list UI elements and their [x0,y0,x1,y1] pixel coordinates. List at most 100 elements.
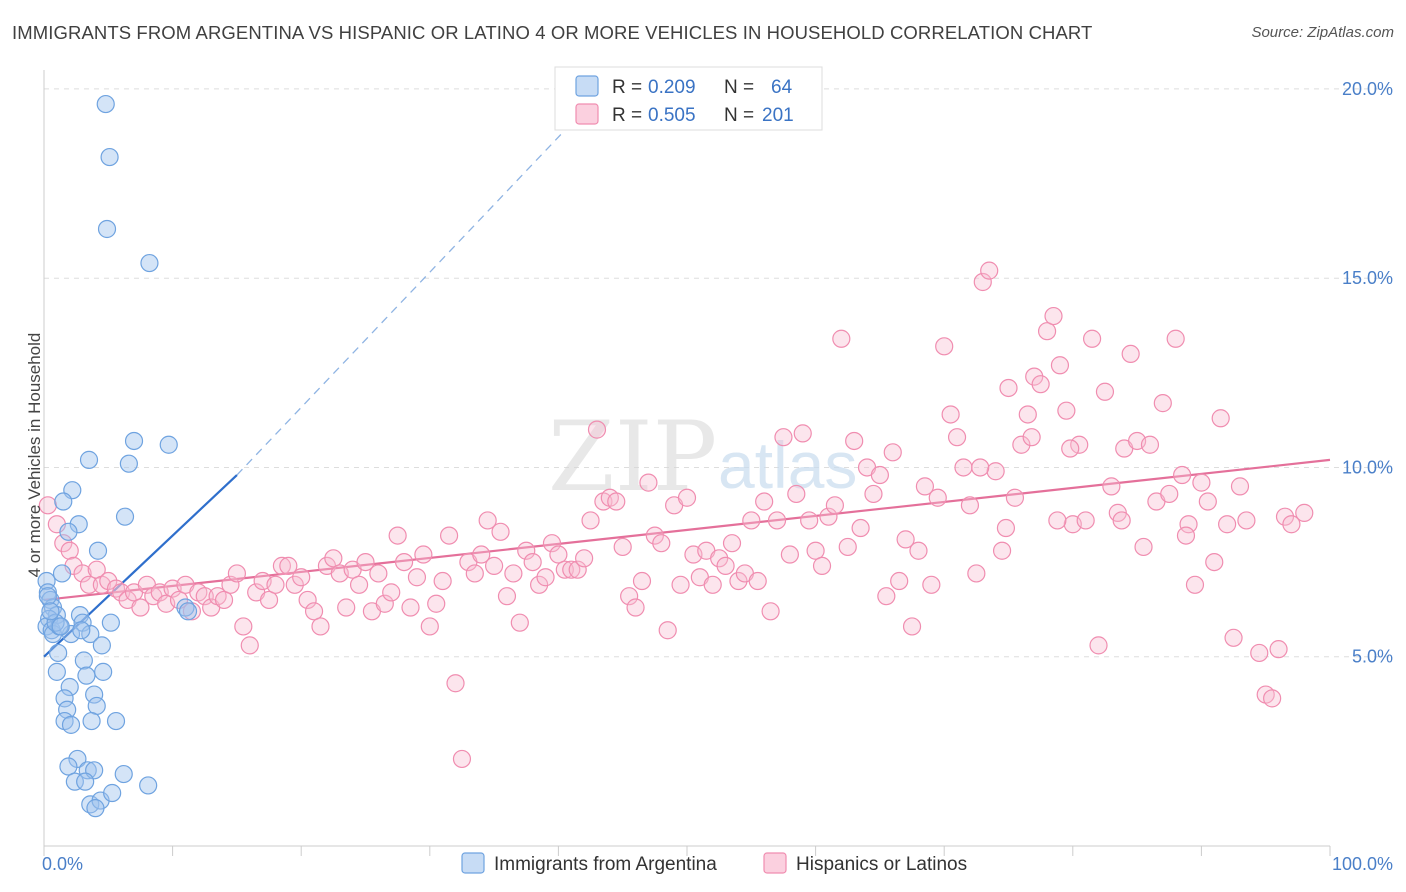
point-hispanic-93 [639,473,658,492]
legend-n-label-1: N = [724,77,754,98]
point-hispanic-88 [607,492,626,511]
point-hispanic-104 [710,549,729,568]
point-argentina-31 [92,636,111,655]
bottom-legend-swatch-argentina [461,852,485,874]
point-hispanic-60 [427,594,446,613]
point-hispanic-181 [1205,552,1224,572]
point-hispanic-122 [825,496,844,515]
point-hispanic-83 [575,549,594,568]
point-argentina-12 [59,522,78,541]
x-tick-labels: 0.0% 100.0% [42,854,1393,874]
point-hispanic-71 [497,587,517,606]
point-hispanic-76 [530,575,549,594]
point-hispanic-67 [472,545,491,564]
point-hispanic-138 [928,488,947,507]
point-hispanic-137 [922,575,941,594]
point-hispanic-110 [748,571,767,591]
point-hispanic-188 [1263,689,1282,708]
point-hispanic-82 [568,560,587,579]
point-hispanic-158 [1057,401,1076,420]
bottom-legend-label-hispanic: Hispanics or Latinos [796,854,967,875]
point-hispanic-35 [266,575,285,594]
point-hispanic-186 [1250,643,1269,663]
bottom-legend-swatch-hispanic [763,852,787,874]
point-hispanic-53 [382,583,401,602]
point-argentina-9 [54,492,73,511]
point-argentina-50 [114,764,133,784]
point-hispanic-160 [1070,435,1089,454]
point-hispanic-56 [401,598,420,617]
data-points [37,94,1314,818]
point-argentina-38 [55,689,74,708]
point-hispanic-94 [645,526,664,545]
point-hispanic-133 [896,530,915,549]
legend-r-value-1: 0.209 [648,77,696,98]
grid-lines [44,88,1390,658]
point-hispanic-52 [375,594,394,613]
point-argentina-52 [76,772,95,791]
point-hispanic-126 [851,518,870,538]
point-argentina-58 [38,587,57,606]
point-hispanic-112 [761,602,780,621]
trend-lines [43,96,1331,658]
point-hispanic-118 [800,511,819,530]
point-hispanic-27 [214,590,234,610]
point-hispanic-125 [845,431,864,451]
point-hispanic-31 [240,636,259,655]
point-hispanic-149 [999,378,1018,398]
point-hispanic-114 [774,428,793,447]
point-hispanic-124 [838,537,857,557]
point-hispanic-59 [420,617,439,636]
y-tick-label-1: 10.0% [1342,457,1393,477]
point-argentina-13 [88,541,108,560]
point-hispanic-177 [1179,515,1198,534]
point-hispanic-62 [439,526,459,545]
point-hispanic-111 [755,492,774,511]
point-hispanic-170 [1134,537,1153,557]
point-hispanic-54 [388,526,407,545]
point-hispanic-123 [832,329,851,348]
point-hispanic-129 [870,465,890,485]
legend-n-value-1: 64 [771,77,793,98]
point-hispanic-174 [1160,484,1179,504]
point-argentina-4 [124,431,144,451]
legend: R = 0.209 N = 64 R = 0.505 N = 201 [554,66,823,131]
point-hispanic-191 [1282,515,1301,534]
point-argentina-0 [96,94,115,114]
point-hispanic-80 [555,560,574,579]
point-hispanic-81 [562,560,581,579]
point-hispanic-51 [369,564,388,583]
point-hispanic-162 [1082,329,1102,348]
point-hispanic-14 [131,598,150,617]
point-hispanic-99 [677,488,697,507]
point-hispanic-136 [915,477,935,496]
point-hispanic-173 [1153,394,1172,413]
point-hispanic-64 [452,749,472,769]
point-argentina-45 [61,715,81,734]
point-hispanic-103 [703,575,722,594]
trend-line-argentina-extension [236,96,598,476]
point-argentina-60 [72,621,91,640]
legend-n-label-2: N = [724,105,754,126]
point-hispanic-46 [337,598,356,617]
legend-swatch-argentina [575,75,599,97]
point-hispanic-96 [658,621,677,640]
point-hispanic-28 [221,575,240,594]
point-argentina-48 [78,761,97,780]
point-hispanic-68 [478,511,497,530]
point-hispanic-164 [1095,382,1115,401]
point-argentina-51 [65,772,84,791]
point-hispanic-77 [536,568,555,587]
point-hispanic-199 [996,518,1016,538]
point-hispanic-113 [767,511,787,530]
point-hispanic-2 [54,534,73,553]
point-hispanic-79 [549,545,568,564]
point-argentina-40 [58,700,77,719]
point-hispanic-153 [1025,367,1044,386]
point-hispanic-11 [112,583,131,602]
point-hispanic-120 [812,556,832,575]
y-axis-label: 4 or more Vehicles in Household [25,333,44,578]
point-argentina-35 [77,666,96,685]
point-argentina-1 [100,147,119,167]
